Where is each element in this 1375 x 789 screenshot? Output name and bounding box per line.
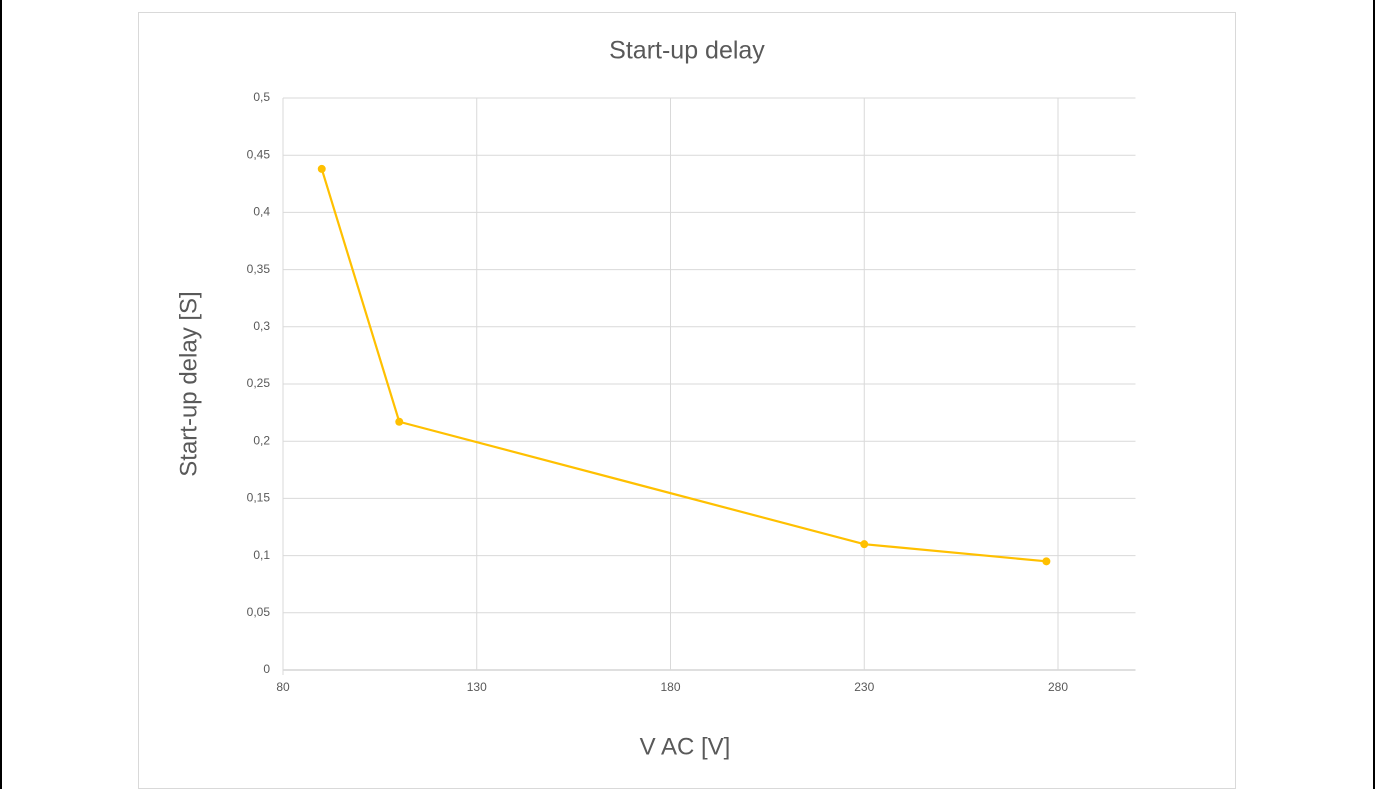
y-axis-label: Start-up delay [S]	[175, 291, 202, 476]
y-tick-label: 0	[263, 662, 270, 676]
marker	[395, 417, 404, 426]
marker	[860, 540, 869, 549]
y-tick-label: 0,4	[253, 205, 270, 219]
x-tick-label: 130	[467, 680, 487, 694]
chart-title: Start-up delay	[609, 37, 765, 65]
y-tick-label: 0,1	[253, 548, 270, 562]
x-tick-label: 80	[276, 680, 290, 694]
y-tick-label: 0,25	[247, 376, 271, 390]
y-tick-label: 0,2	[253, 433, 270, 447]
y-tick-label: 0,05	[247, 605, 271, 619]
marker	[317, 164, 326, 173]
x-tick-label: 230	[854, 680, 874, 694]
x-tick-label: 180	[660, 680, 680, 694]
chart-area	[138, 12, 1236, 789]
y-tick-label: 0,5	[253, 90, 270, 104]
marker	[1042, 557, 1051, 566]
y-tick-label: 0,35	[247, 262, 271, 276]
y-tick-label: 0,15	[247, 491, 271, 505]
line	[320, 168, 1047, 563]
x-axis-label: V AC [V]	[640, 733, 731, 760]
y-tick-label: 0,45	[247, 147, 271, 161]
x-tick-label: 280	[1048, 680, 1068, 694]
y-tick-label: 0,3	[253, 319, 270, 333]
